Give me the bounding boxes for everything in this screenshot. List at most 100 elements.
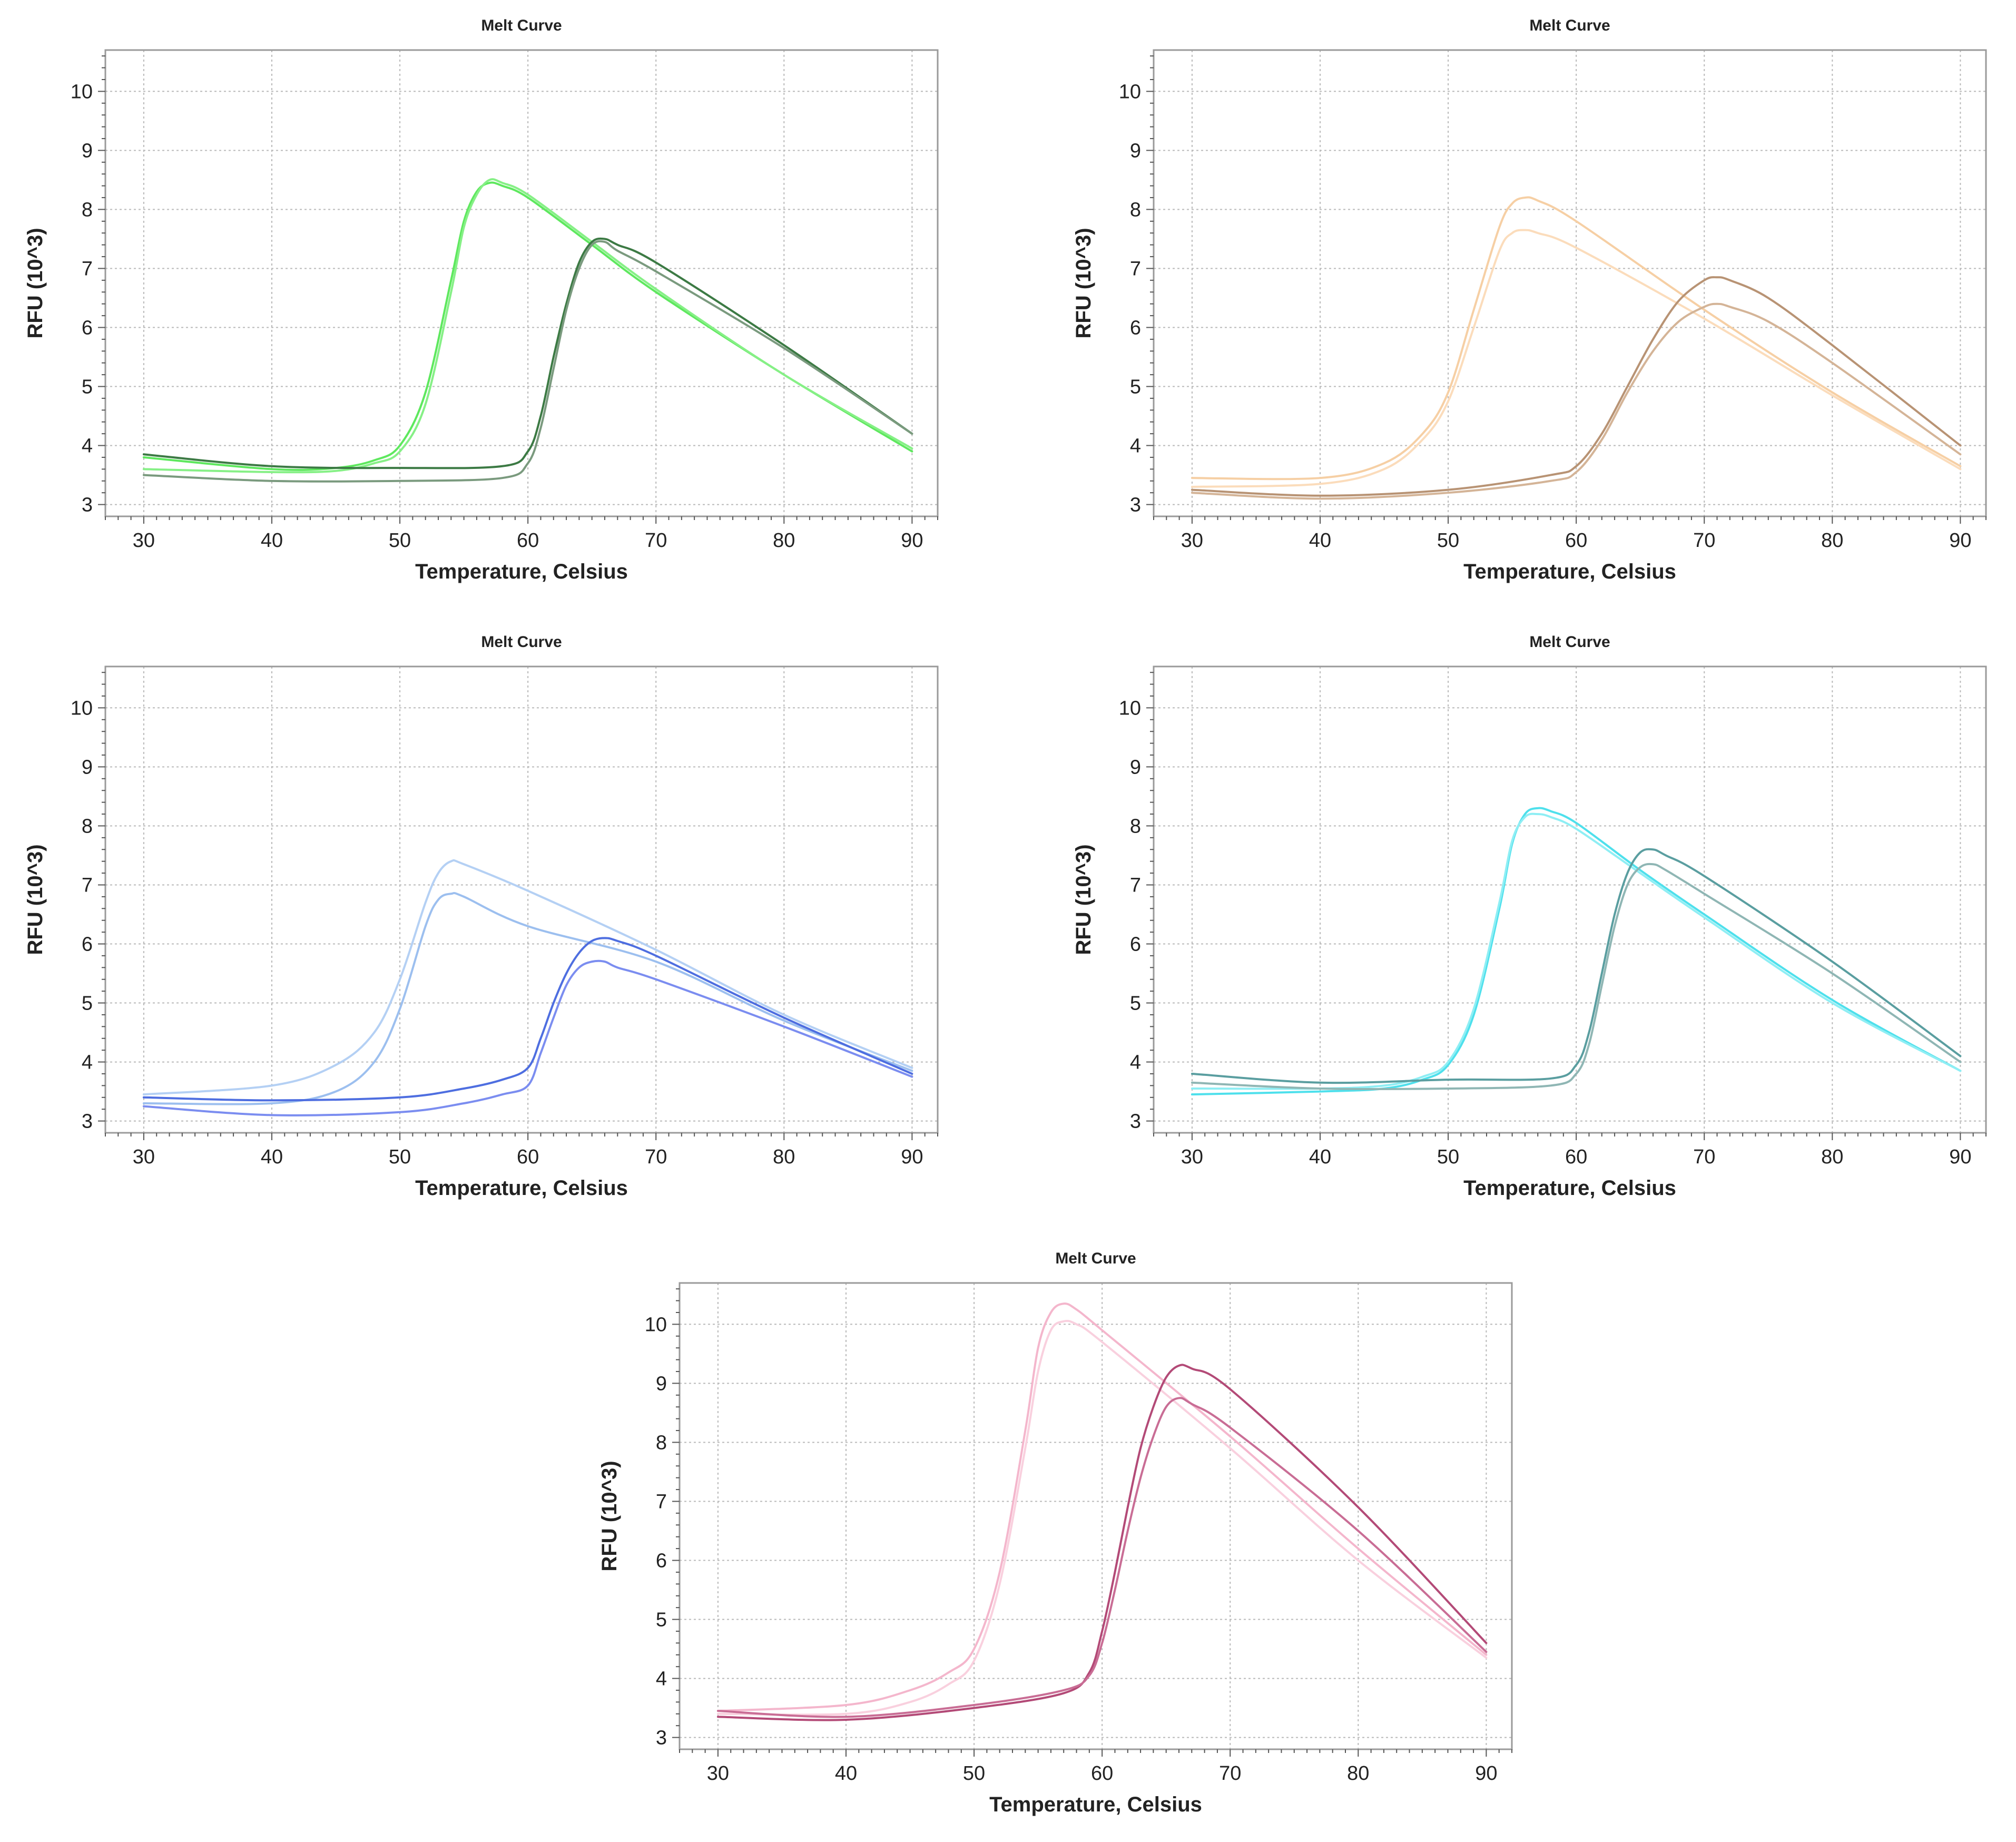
- series-line-dark-1: [142, 237, 913, 469]
- x-axis-label: Temperature, Celsius: [415, 560, 628, 583]
- tick-marks: [98, 55, 938, 524]
- series-line-dark-2: [142, 240, 913, 483]
- y-tick-label: 8: [82, 815, 93, 837]
- melt-curve-panel-4: Melt Curve 30 40 50 60 70 80 90 3 4 5 6 7 8 9 10 Tempera…: [1064, 627, 2016, 1207]
- melt-curve-panel-3: Melt Curve 30 40 50 60 70 80 90 3 4 5 6 7 8 9 10 Tempera…: [16, 627, 990, 1207]
- x-tick-label: 40: [261, 1146, 283, 1168]
- gridlines: [105, 667, 938, 1133]
- y-tick-label: 9: [656, 1373, 667, 1395]
- y-tick-label: 9: [82, 756, 93, 778]
- y-tick-label: 6: [82, 317, 93, 339]
- y-tick-label: 3: [82, 1111, 93, 1133]
- series-group: [142, 178, 913, 483]
- series-line-dark-2: [1191, 863, 1962, 1091]
- y-tick-label: 3: [1130, 1111, 1141, 1133]
- series-line-dark-2: [142, 959, 913, 1116]
- x-tick-label: 60: [1565, 530, 1587, 552]
- y-tick-label: 9: [1130, 140, 1141, 162]
- y-tick-label: 4: [82, 1052, 93, 1074]
- x-tick-label: 30: [707, 1762, 729, 1785]
- chart-title: Melt Curve: [1055, 1250, 1136, 1267]
- y-tick-label: 4: [656, 1668, 667, 1690]
- chart-title: Melt Curve: [1529, 633, 1610, 651]
- x-tick-label: 60: [517, 530, 539, 552]
- y-tick-label: 5: [1130, 993, 1141, 1015]
- x-tick-label: 80: [1347, 1762, 1369, 1785]
- y-axis-label: RFU (10^3): [1072, 228, 1095, 338]
- x-tick-label: 60: [517, 1146, 539, 1168]
- series-line-dark-2: [716, 1397, 1488, 1718]
- y-tick-label: 8: [1130, 199, 1141, 221]
- y-tick-label: 10: [645, 1314, 667, 1336]
- plot-frame: [104, 665, 939, 1134]
- x-tick-label: 60: [1091, 1762, 1113, 1785]
- x-axis-label: Temperature, Celsius: [415, 1177, 628, 1200]
- x-tick-label: 60: [1565, 1146, 1587, 1168]
- melt-curve-chart-1: Melt Curve 30 40 50 60 70 80 90 3 4 5 6 7 8 9 10 Tempera…: [24, 17, 939, 583]
- chart-title: Melt Curve: [481, 633, 562, 651]
- x-tick-label: 80: [1821, 1146, 1843, 1168]
- y-tick-label: 8: [82, 199, 93, 221]
- melt-curve-chart-2: Melt Curve 30 40 50 60 70 80 90 3 4 5 6 7 8 9 10 Tempera…: [1072, 17, 1987, 583]
- x-tick-label: 90: [901, 1146, 923, 1168]
- y-tick-label: 5: [656, 1609, 667, 1631]
- series-line-light-1: [142, 859, 913, 1096]
- x-tick-label: 70: [1219, 1762, 1241, 1785]
- gridlines: [1154, 667, 1986, 1133]
- x-axis-label: Temperature, Celsius: [989, 1793, 1202, 1816]
- x-tick-label: 30: [1181, 1146, 1203, 1168]
- series-line-light-1: [716, 1302, 1488, 1712]
- x-tick-label: 40: [1309, 530, 1331, 552]
- y-tick-label: 3: [82, 494, 93, 516]
- y-tick-label: 7: [656, 1491, 667, 1513]
- y-tick-label: 3: [656, 1727, 667, 1749]
- x-tick-label: 40: [1309, 1146, 1331, 1168]
- series-line-light-1: [1191, 196, 1962, 481]
- x-tick-label: 40: [261, 530, 283, 552]
- series-group: [142, 859, 913, 1116]
- y-axis-label: RFU (10^3): [24, 228, 47, 338]
- y-tick-label: 7: [1130, 258, 1141, 280]
- y-tick-label: 4: [82, 435, 93, 457]
- plot-frame: [678, 1282, 1513, 1750]
- plot-frame: [1153, 665, 1987, 1134]
- y-axis-label: RFU (10^3): [598, 1461, 621, 1571]
- series-group: [716, 1302, 1488, 1721]
- melt-curve-panel-2: Melt Curve 30 40 50 60 70 80 90 3 4 5 6 7 8 9 10 Tempera…: [1064, 11, 2016, 590]
- y-tick-label: 6: [1130, 934, 1141, 956]
- x-tick-label: 80: [773, 1146, 795, 1168]
- series-line-dark-2: [1191, 302, 1962, 500]
- gridlines: [1154, 50, 1986, 516]
- x-tick-label: 50: [389, 530, 411, 552]
- x-tick-label: 80: [773, 530, 795, 552]
- x-tick-label: 30: [1181, 530, 1203, 552]
- tick-marks: [672, 1288, 1512, 1757]
- y-tick-label: 5: [82, 376, 93, 398]
- y-tick-label: 5: [82, 993, 93, 1015]
- plot-frame: [1153, 49, 1987, 517]
- series-line-light-2: [142, 178, 913, 474]
- y-tick-label: 4: [1130, 435, 1141, 457]
- tick-marks: [1146, 672, 1987, 1140]
- tick-marks: [98, 672, 938, 1140]
- y-tick-label: 6: [82, 934, 93, 956]
- series-group: [1191, 196, 1962, 500]
- x-tick-label: 50: [1437, 1146, 1459, 1168]
- y-tick-label: 10: [71, 697, 93, 719]
- x-tick-label: 50: [1437, 530, 1459, 552]
- x-tick-label: 90: [1949, 1146, 1971, 1168]
- y-tick-label: 9: [82, 140, 93, 162]
- x-axis-label: Temperature, Celsius: [1463, 560, 1676, 583]
- x-tick-label: 50: [963, 1762, 985, 1785]
- y-tick-label: 5: [1130, 376, 1141, 398]
- x-tick-label: 70: [1693, 530, 1715, 552]
- y-tick-label: 10: [1119, 81, 1141, 103]
- tick-marks: [1146, 55, 1987, 524]
- y-tick-label: 9: [1130, 756, 1141, 778]
- gridlines: [680, 1283, 1512, 1749]
- y-tick-label: 10: [71, 81, 93, 103]
- series-line-dark-1: [1191, 848, 1962, 1084]
- x-tick-label: 90: [1475, 1762, 1497, 1785]
- series-group: [1191, 807, 1962, 1096]
- y-tick-label: 3: [1130, 494, 1141, 516]
